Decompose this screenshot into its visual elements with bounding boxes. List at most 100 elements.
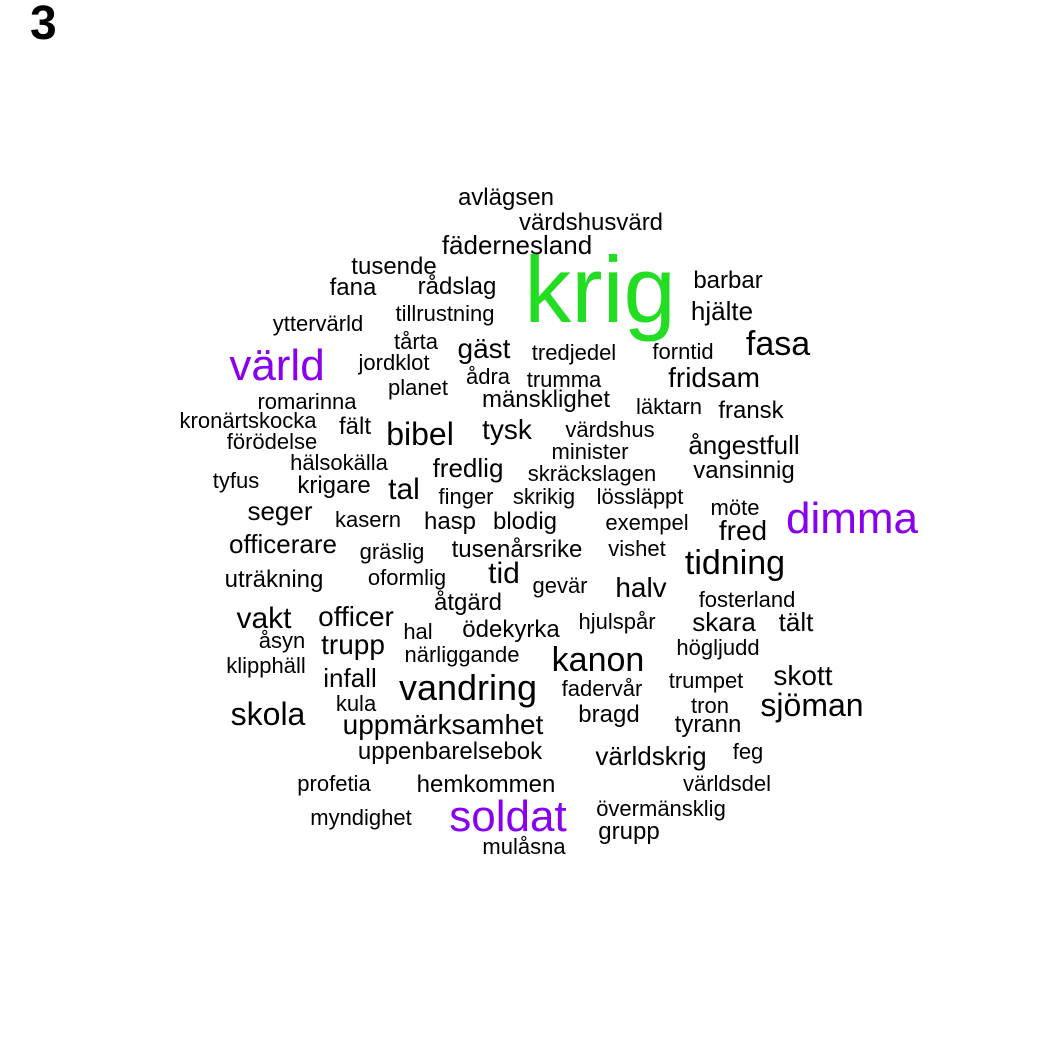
- word-62: halv: [615, 572, 667, 603]
- word-5: värdshusvärd: [518, 209, 664, 236]
- word-50: blodig: [492, 508, 558, 535]
- word-87: bragd: [578, 701, 640, 728]
- word-48: kasern: [334, 507, 402, 532]
- word-0: krig: [524, 237, 676, 342]
- word-38: skräckslagen: [527, 461, 657, 486]
- word-66: officer: [318, 601, 394, 632]
- word-25: romarinna: [257, 389, 357, 414]
- word-19: jordklot: [358, 350, 430, 375]
- word-27: fransk: [718, 397, 784, 424]
- word-76: närliggande: [404, 642, 520, 667]
- word-30: bibel: [386, 416, 454, 452]
- word-31: tysk: [482, 414, 532, 445]
- word-39: vansinnig: [693, 457, 795, 484]
- word-18: fasa: [745, 325, 811, 363]
- word-28: kronärtskocka: [179, 408, 317, 433]
- word-67: hjulspår: [578, 609, 656, 634]
- word-13: yttervärld: [272, 311, 364, 336]
- word-85: sjöman: [760, 687, 864, 723]
- word-73: trupp: [321, 629, 385, 660]
- word-98: grupp: [598, 818, 660, 845]
- word-16: tredjedel: [531, 340, 617, 365]
- word-89: tyrann: [674, 711, 742, 738]
- word-52: fred: [718, 515, 768, 546]
- word-45: lössläppt: [596, 484, 684, 509]
- word-41: krigare: [297, 472, 371, 499]
- word-40: tyfus: [212, 468, 260, 493]
- word-43: finger: [438, 484, 494, 509]
- word-74: högljudd: [676, 635, 760, 660]
- word-3: soldat: [449, 792, 567, 841]
- word-14: tårta: [393, 329, 439, 354]
- word-95: världsdel: [682, 771, 772, 796]
- word-92: feg: [732, 739, 764, 764]
- word-22: fridsam: [668, 362, 760, 393]
- word-8: fana: [329, 274, 377, 301]
- word-51: exempel: [605, 510, 689, 535]
- word-32: värdshus: [565, 417, 655, 442]
- word-59: oformlig: [367, 565, 447, 590]
- word-79: trumpet: [668, 668, 744, 693]
- word-10: barbar: [693, 267, 763, 294]
- word-97: övermänsklig: [596, 796, 726, 821]
- word-91: världskrig: [595, 741, 707, 771]
- word-99: mulåsna: [482, 834, 566, 859]
- word-26: läktarn: [635, 394, 703, 419]
- word-1: värld: [229, 341, 325, 390]
- word-53: officerare: [229, 529, 337, 559]
- word-37: fredlig: [432, 453, 504, 483]
- word-61: gevär: [532, 573, 588, 598]
- word-94: hemkommen: [416, 771, 556, 798]
- word-57: tidning: [684, 544, 786, 582]
- word-83: kula: [335, 691, 377, 716]
- word-81: vandring: [398, 667, 538, 708]
- word-47: möte: [710, 495, 760, 520]
- word-54: gräslig: [359, 539, 425, 564]
- word-86: skola: [230, 696, 306, 732]
- word-12: tillrustning: [395, 301, 495, 326]
- word-96: myndighet: [310, 805, 412, 830]
- word-77: kanon: [551, 641, 645, 679]
- word-90: uppenbarelsebok: [357, 738, 543, 765]
- word-58: uträkning: [224, 566, 324, 593]
- word-33: förödelse: [226, 429, 318, 454]
- word-68: skara: [692, 607, 756, 637]
- word-71: hal: [403, 619, 433, 644]
- word-88: uppmärksamhet: [342, 709, 544, 740]
- word-63: åtgärd: [433, 589, 503, 616]
- word-20: ådra: [465, 364, 511, 389]
- word-55: tusenårsrike: [451, 536, 583, 563]
- word-60: tid: [488, 557, 520, 590]
- word-24: mänsklighet: [481, 386, 611, 413]
- word-78: infall: [323, 663, 377, 693]
- word-4: avlägsen: [457, 184, 555, 211]
- word-23: planet: [388, 375, 448, 400]
- word-9: rådslag: [417, 273, 497, 300]
- word-2: dimma: [785, 494, 919, 543]
- word-82: fadervår: [561, 676, 643, 701]
- word-6: fädernesland: [441, 230, 593, 260]
- word-44: skrikig: [512, 484, 576, 509]
- word-56: vishet: [608, 536, 666, 561]
- word-7: tusende: [351, 253, 437, 280]
- word-93: profetia: [297, 771, 371, 796]
- word-64: fosterland: [698, 587, 796, 612]
- word-34: ångestfull: [688, 430, 800, 460]
- word-17: forntid: [652, 339, 714, 364]
- word-21: trumma: [526, 367, 602, 392]
- word-42: tal: [388, 473, 420, 506]
- word-69: tält: [778, 607, 814, 637]
- word-11: hjälte: [690, 296, 754, 326]
- word-72: ödekyrka: [462, 616, 560, 643]
- word-84: tron: [691, 693, 729, 718]
- word-49: hasp: [423, 508, 477, 535]
- word-15: gäst: [457, 333, 511, 364]
- word-29: fält: [338, 413, 372, 440]
- word-70: åsyn: [258, 628, 306, 653]
- word-36: hälsokälla: [290, 450, 388, 475]
- word-65: vakt: [236, 602, 292, 635]
- word-35: minister: [551, 439, 629, 464]
- panel-label: 3: [30, 0, 57, 50]
- word-46: seger: [247, 496, 313, 526]
